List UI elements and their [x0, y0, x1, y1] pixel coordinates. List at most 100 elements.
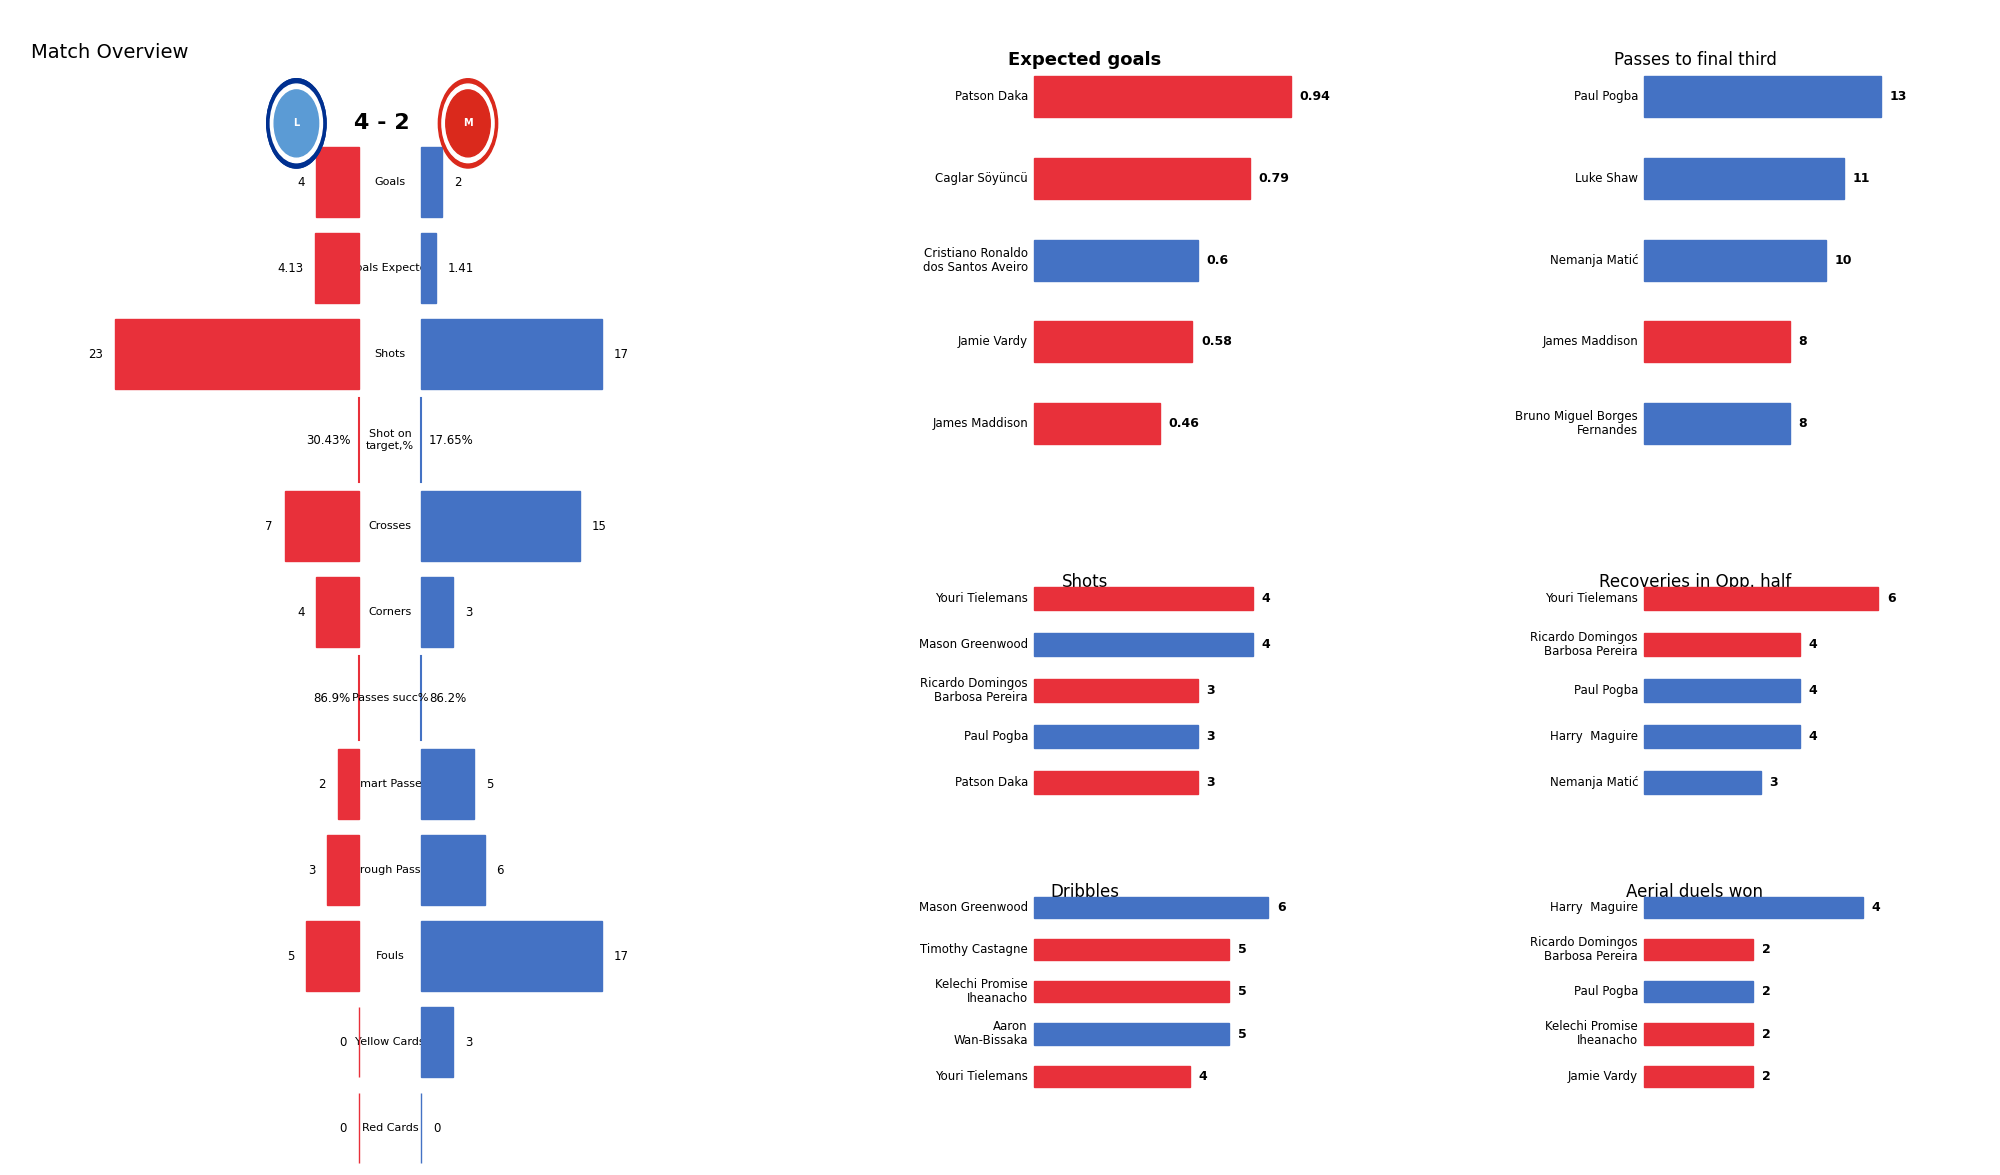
Text: 2: 2 — [1762, 942, 1770, 956]
Circle shape — [438, 79, 498, 168]
Text: Harry  Maguire: Harry Maguire — [1550, 730, 1638, 744]
Text: Jamie Vardy: Jamie Vardy — [958, 335, 1028, 349]
FancyBboxPatch shape — [284, 491, 358, 562]
Text: Jamie Vardy: Jamie Vardy — [1568, 1069, 1638, 1083]
Text: Ricardo Domingos
Barbosa Pereira: Ricardo Domingos Barbosa Pereira — [1530, 631, 1638, 658]
FancyBboxPatch shape — [1644, 76, 1880, 118]
Text: 8: 8 — [1798, 335, 1806, 349]
Text: Crosses: Crosses — [368, 521, 412, 531]
Text: 86.2%: 86.2% — [430, 692, 466, 705]
Text: 4: 4 — [1872, 900, 1880, 914]
FancyBboxPatch shape — [422, 748, 474, 819]
Text: Paul Pogba: Paul Pogba — [964, 730, 1028, 744]
Text: Patson Daka: Patson Daka — [954, 777, 1028, 790]
FancyBboxPatch shape — [1644, 771, 1760, 794]
Circle shape — [442, 85, 494, 162]
Text: 3: 3 — [1206, 777, 1216, 790]
Circle shape — [266, 79, 326, 168]
FancyBboxPatch shape — [1034, 633, 1252, 656]
Text: 6: 6 — [1886, 592, 1896, 605]
Text: Recoveries in Opp. half: Recoveries in Opp. half — [1598, 572, 1792, 591]
Text: 0.79: 0.79 — [1258, 172, 1290, 184]
Text: 2: 2 — [454, 175, 462, 189]
FancyBboxPatch shape — [1644, 240, 1826, 281]
Text: 4.13: 4.13 — [278, 262, 304, 275]
Text: Youri Tielemans: Youri Tielemans — [1546, 592, 1638, 605]
Text: 2: 2 — [1762, 1069, 1770, 1083]
Text: Paul Pogba: Paul Pogba — [1574, 985, 1638, 999]
Text: 3: 3 — [1206, 730, 1216, 744]
FancyBboxPatch shape — [1644, 981, 1754, 1002]
Text: 0: 0 — [340, 1035, 348, 1048]
FancyBboxPatch shape — [306, 921, 358, 992]
Text: 5: 5 — [1238, 985, 1246, 999]
FancyBboxPatch shape — [1644, 725, 1800, 748]
FancyBboxPatch shape — [1644, 633, 1800, 656]
FancyBboxPatch shape — [1034, 771, 1198, 794]
Text: 5: 5 — [1238, 1027, 1246, 1041]
Text: 17: 17 — [614, 348, 628, 361]
Text: 4 - 2: 4 - 2 — [354, 113, 410, 134]
Text: Ricardo Domingos
Barbosa Pereira: Ricardo Domingos Barbosa Pereira — [1530, 936, 1638, 962]
Text: Yellow Cards: Yellow Cards — [356, 1038, 424, 1047]
FancyBboxPatch shape — [422, 834, 484, 905]
FancyBboxPatch shape — [1034, 981, 1230, 1002]
FancyBboxPatch shape — [422, 318, 602, 389]
Text: Paul Pogba: Paul Pogba — [1574, 684, 1638, 697]
FancyBboxPatch shape — [316, 577, 358, 647]
Text: Paul Pogba: Paul Pogba — [1574, 90, 1638, 103]
FancyBboxPatch shape — [422, 577, 454, 647]
FancyBboxPatch shape — [1034, 939, 1230, 960]
Text: Passes succ%: Passes succ% — [352, 693, 428, 703]
Text: Mason Greenwood: Mason Greenwood — [918, 900, 1028, 914]
FancyBboxPatch shape — [1034, 679, 1198, 703]
Text: 4: 4 — [1262, 592, 1270, 605]
Text: Smart Passes: Smart Passes — [352, 779, 428, 790]
Text: 0: 0 — [432, 1121, 440, 1135]
Text: 3: 3 — [464, 605, 472, 618]
Text: 6: 6 — [1276, 900, 1286, 914]
Circle shape — [266, 79, 326, 168]
Text: Expected goals: Expected goals — [1008, 51, 1162, 68]
FancyBboxPatch shape — [422, 921, 602, 992]
FancyBboxPatch shape — [1644, 1066, 1754, 1087]
Text: 0.94: 0.94 — [1300, 90, 1330, 103]
FancyBboxPatch shape — [1034, 1066, 1190, 1087]
Text: Nemanja Matić: Nemanja Matić — [1550, 254, 1638, 267]
Text: 11: 11 — [1852, 172, 1870, 184]
Text: 4: 4 — [1808, 638, 1818, 651]
Text: Youri Tielemans: Youri Tielemans — [936, 592, 1028, 605]
Circle shape — [446, 90, 490, 156]
FancyBboxPatch shape — [1644, 679, 1800, 703]
Text: 10: 10 — [1834, 254, 1852, 267]
Text: Ricardo Domingos
Barbosa Pereira: Ricardo Domingos Barbosa Pereira — [920, 677, 1028, 704]
Circle shape — [270, 85, 322, 162]
FancyBboxPatch shape — [1644, 1023, 1754, 1045]
Text: 0.58: 0.58 — [1200, 335, 1232, 349]
Text: 4: 4 — [1808, 684, 1818, 697]
Text: Shots: Shots — [1062, 572, 1108, 591]
Text: Mason Greenwood: Mason Greenwood — [918, 638, 1028, 651]
Text: Luke Shaw: Luke Shaw — [1576, 172, 1638, 184]
Text: 5: 5 — [286, 949, 294, 962]
Text: 2: 2 — [1762, 985, 1770, 999]
Text: Caglar Söyüncü: Caglar Söyüncü — [936, 172, 1028, 184]
Text: 4: 4 — [1262, 638, 1270, 651]
Text: Shot on
target,%: Shot on target,% — [366, 429, 414, 451]
Text: 3: 3 — [1206, 684, 1216, 697]
Text: James Maddison: James Maddison — [1542, 335, 1638, 349]
FancyBboxPatch shape — [1644, 588, 1878, 610]
Text: Cristiano Ronaldo
dos Santos Aveiro: Cristiano Ronaldo dos Santos Aveiro — [922, 247, 1028, 274]
Text: 1.41: 1.41 — [448, 262, 474, 275]
Text: 7: 7 — [266, 519, 272, 532]
Text: Harry  Maguire: Harry Maguire — [1550, 900, 1638, 914]
FancyBboxPatch shape — [1644, 897, 1862, 918]
Text: 4: 4 — [298, 605, 304, 618]
Text: Aerial duels won: Aerial duels won — [1626, 884, 1764, 901]
Text: 4: 4 — [1198, 1069, 1208, 1083]
Text: Youri Tielemans: Youri Tielemans — [936, 1069, 1028, 1083]
FancyBboxPatch shape — [1034, 725, 1198, 748]
Text: 86.9%: 86.9% — [314, 692, 352, 705]
Text: Aaron
Wan-Bissaka: Aaron Wan-Bissaka — [954, 1021, 1028, 1047]
Text: 4: 4 — [1808, 730, 1818, 744]
